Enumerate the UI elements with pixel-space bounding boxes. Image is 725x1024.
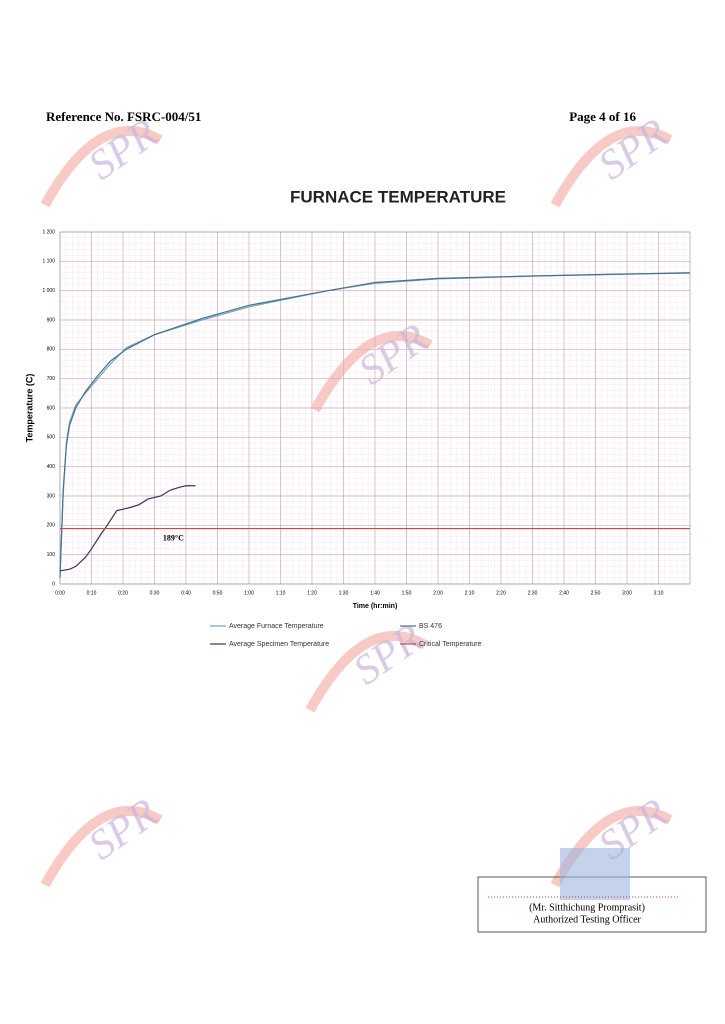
- y-tick-label: 100: [47, 552, 56, 558]
- x-tick-label: 0:30: [150, 590, 160, 596]
- y-axis-label: Temperature (C): [24, 374, 34, 443]
- plot-frame: [59, 231, 691, 585]
- x-tick-label: 0:50: [213, 590, 223, 596]
- chart-title: FURNACE TEMPERATURE: [290, 187, 506, 206]
- watermark: SPR: [81, 790, 167, 869]
- y-tick-label: 1 100: [42, 259, 55, 265]
- y-tick-label: 900: [47, 317, 56, 323]
- x-tick-label: 1:20: [307, 590, 317, 596]
- y-tick-label: 500: [47, 435, 56, 441]
- x-tick-label: 0:40: [181, 590, 191, 596]
- x-tick-label: 1:30: [339, 590, 349, 596]
- y-tick-label: 700: [47, 376, 56, 382]
- x-tick-label: 3:00: [622, 590, 632, 596]
- legend-label: BS 476: [419, 623, 442, 630]
- y-tick-label: 300: [47, 493, 56, 499]
- x-tick-label: 2:00: [433, 590, 443, 596]
- x-tick-label: 2:50: [591, 590, 601, 596]
- page-number: Page 4 of 16: [569, 109, 636, 124]
- reference: Reference No. FSRC-004/51: [46, 109, 201, 124]
- signature-name: (Mr. Sitthichung Promprasit): [529, 902, 645, 913]
- x-tick-label: 2:40: [559, 590, 569, 596]
- legend-label: Average Specimen Temperature: [229, 641, 329, 648]
- annotation: 189°C: [163, 533, 184, 542]
- signature-role: Authorized Testing Officer: [533, 914, 641, 925]
- x-tick-label: 0:10: [87, 590, 97, 596]
- x-tick-label: 1:40: [370, 590, 380, 596]
- series-line: [59, 485, 196, 572]
- x-tick-label: 0:00: [55, 590, 65, 596]
- x-tick-label: 1:10: [276, 590, 286, 596]
- x-tick-label: 3:10: [654, 590, 664, 596]
- x-tick-label: 1:50: [402, 590, 412, 596]
- x-tick-label: 0:20: [118, 590, 128, 596]
- x-tick-label: 2:30: [528, 590, 538, 596]
- y-tick-label: 1 000: [42, 288, 55, 294]
- x-tick-label: 2:10: [465, 590, 475, 596]
- x-tick-label: 2:20: [496, 590, 506, 596]
- legend-label: Critical Temperature: [419, 641, 482, 648]
- y-tick-label: 600: [47, 405, 56, 411]
- legend-label: Average Furnace Temperature: [229, 623, 324, 630]
- y-tick-label: 1 200: [42, 229, 55, 235]
- series-line: [59, 272, 691, 579]
- stamp: [560, 848, 630, 900]
- y-tick-label: 200: [47, 523, 56, 529]
- x-tick-label: 1:00: [244, 590, 254, 596]
- y-tick-label: 0: [52, 581, 55, 587]
- y-tick-label: 800: [47, 347, 56, 353]
- x-axis-label: Time (hr:min): [353, 603, 398, 610]
- y-tick-label: 400: [47, 464, 56, 470]
